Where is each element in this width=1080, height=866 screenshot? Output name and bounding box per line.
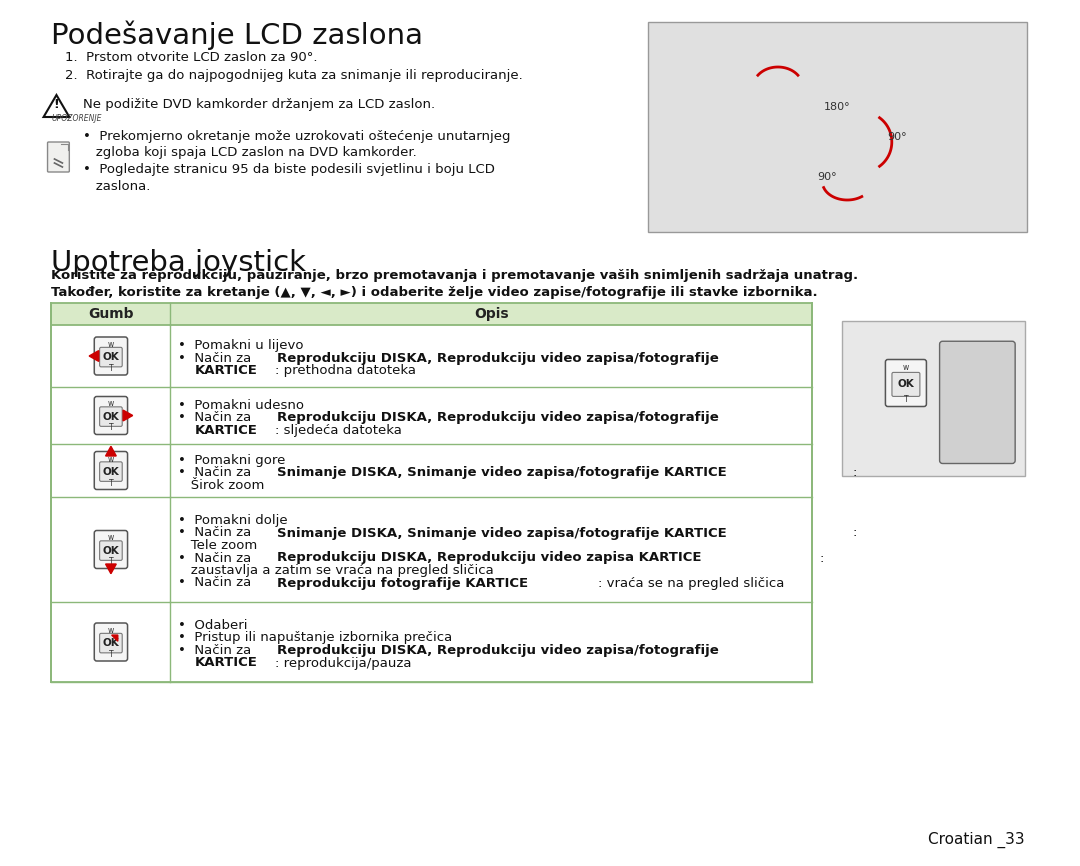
FancyBboxPatch shape (99, 407, 122, 426)
Polygon shape (106, 446, 117, 456)
Text: 2.  Rotirajte ga do najpogodnijeg kuta za snimanje ili reproduciranje.: 2. Rotirajte ga do najpogodnijeg kuta za… (66, 69, 523, 82)
Text: Croatian _33: Croatian _33 (929, 832, 1025, 848)
Text: Reprodukciju DISKA, Reprodukciju video zapisa/fotografije: Reprodukciju DISKA, Reprodukciju video z… (278, 644, 719, 657)
Text: •  Način za: • Način za (178, 527, 256, 540)
FancyBboxPatch shape (52, 325, 812, 387)
FancyBboxPatch shape (99, 541, 122, 560)
Text: •  Pogledajte stranicu 95 da biste podesili svjetlinu i boju LCD: • Pogledajte stranicu 95 da biste podesi… (83, 163, 495, 176)
Text: Tele zoom: Tele zoom (178, 539, 257, 552)
Text: T: T (109, 558, 113, 566)
Text: T: T (109, 479, 113, 488)
Text: w: w (108, 533, 114, 542)
Text: •  Pomakni gore: • Pomakni gore (178, 454, 285, 467)
Text: :: : (852, 527, 856, 540)
Text: T: T (109, 364, 113, 373)
Text: Reprodukciju fotografije KARTICE: Reprodukciju fotografije KARTICE (278, 577, 528, 590)
Text: KARTICE: KARTICE (194, 656, 257, 669)
Text: •  Način za: • Način za (178, 466, 256, 479)
FancyBboxPatch shape (52, 303, 812, 325)
Text: OK: OK (103, 467, 119, 476)
Text: OK: OK (103, 638, 119, 648)
FancyBboxPatch shape (886, 359, 927, 406)
Text: OK: OK (897, 379, 915, 390)
Text: 90°: 90° (887, 132, 906, 142)
Polygon shape (111, 635, 118, 641)
FancyBboxPatch shape (99, 462, 122, 481)
Text: Opis: Opis (474, 307, 509, 321)
Text: zgloba koji spaja LCD zaslon na DVD kamkorder.: zgloba koji spaja LCD zaslon na DVD kamk… (83, 146, 417, 159)
Text: •  Način za: • Način za (178, 552, 256, 565)
Text: UPOZORENJE: UPOZORENJE (52, 114, 102, 123)
Text: OK: OK (103, 546, 119, 556)
FancyBboxPatch shape (52, 387, 812, 444)
Text: : vraća se na pregled sličica: : vraća se na pregled sličica (598, 577, 784, 590)
Text: 1.  Prstom otvorite LCD zaslon za 90°.: 1. Prstom otvorite LCD zaslon za 90°. (66, 51, 318, 64)
Text: w: w (108, 626, 114, 635)
Text: Također, koristite za kretanje (▲, ▼, ◄, ►) i odaberite želje video zapise/fotog: Također, koristite za kretanje (▲, ▼, ◄,… (52, 286, 819, 299)
FancyBboxPatch shape (94, 397, 127, 435)
Polygon shape (106, 564, 117, 573)
Text: w: w (903, 363, 909, 372)
FancyBboxPatch shape (94, 337, 127, 375)
Text: Širok zoom: Širok zoom (178, 479, 265, 492)
Polygon shape (123, 410, 133, 421)
Text: •  Pomakni udesno: • Pomakni udesno (178, 398, 305, 411)
Text: Snimanje DISKA, Snimanje video zapisa/fotografije KARTICE: Snimanje DISKA, Snimanje video zapisa/fo… (278, 527, 727, 540)
Text: !: ! (54, 99, 59, 112)
Text: Snimanje DISKA, Snimanje video zapisa/fotografije KARTICE: Snimanje DISKA, Snimanje video zapisa/fo… (278, 466, 727, 479)
Text: KARTICE: KARTICE (194, 423, 257, 436)
FancyBboxPatch shape (52, 497, 812, 602)
FancyBboxPatch shape (94, 451, 127, 489)
Text: : reprodukcija/pauza: : reprodukcija/pauza (275, 656, 411, 669)
FancyBboxPatch shape (99, 347, 122, 367)
Text: :: : (820, 552, 824, 565)
Text: OK: OK (103, 352, 119, 362)
FancyBboxPatch shape (52, 602, 812, 682)
Text: T: T (109, 650, 113, 659)
Text: •  Pristup ili napuštanje izbornika prečica: • Pristup ili napuštanje izbornika preči… (178, 631, 453, 644)
Text: w: w (108, 399, 114, 409)
FancyBboxPatch shape (841, 321, 1025, 476)
Text: Reprodukciju DISKA, Reprodukciju video zapisa/fotografije: Reprodukciju DISKA, Reprodukciju video z… (278, 352, 719, 365)
Text: w: w (108, 340, 114, 349)
Text: •  Način za: • Način za (178, 577, 256, 590)
Text: Upotreba joystick: Upotreba joystick (52, 249, 307, 277)
Text: •  Odaberi: • Odaberi (178, 619, 247, 632)
FancyBboxPatch shape (94, 531, 127, 568)
Text: OK: OK (103, 411, 119, 422)
FancyBboxPatch shape (940, 341, 1015, 463)
Text: •  Prekomjerno okretanje može uzrokovati oštećenje unutarnjeg: • Prekomjerno okretanje može uzrokovati … (83, 130, 511, 143)
Text: T: T (904, 396, 908, 404)
Text: Ne podižite DVD kamkorder držanjem za LCD zaslon.: Ne podižite DVD kamkorder držanjem za LC… (83, 98, 435, 111)
FancyBboxPatch shape (892, 372, 920, 397)
Text: zaustavlja a zatim se vraća na pregled sličica: zaustavlja a zatim se vraća na pregled s… (178, 564, 494, 577)
FancyBboxPatch shape (99, 633, 122, 653)
Text: Reprodukciju DISKA, Reprodukciju video zapisa/fotografije: Reprodukciju DISKA, Reprodukciju video z… (278, 411, 719, 424)
Text: Podešavanje LCD zaslona: Podešavanje LCD zaslona (52, 21, 423, 50)
Text: •  Način za: • Način za (178, 644, 256, 657)
Text: T: T (109, 423, 113, 432)
Text: •  Način za: • Način za (178, 352, 256, 365)
Text: w: w (108, 455, 114, 463)
Text: Reprodukciju DISKA, Reprodukciju video zapisa KARTICE: Reprodukciju DISKA, Reprodukciju video z… (278, 552, 702, 565)
FancyBboxPatch shape (94, 623, 127, 661)
Text: :: : (852, 466, 856, 479)
Text: Koristite za reprodukciju, pauziranje, brzo premotavanja i premotavanje vaših sn: Koristite za reprodukciju, pauziranje, b… (52, 269, 859, 282)
Text: KARTICE: KARTICE (194, 365, 257, 378)
Text: : sljedeća datoteka: : sljedeća datoteka (275, 423, 402, 436)
Text: •  Način za: • Način za (178, 411, 256, 424)
Text: •  Pomakni dolje: • Pomakni dolje (178, 514, 288, 527)
Text: 180°: 180° (824, 102, 851, 112)
Text: zaslona.: zaslona. (83, 180, 150, 193)
Text: 90°: 90° (818, 172, 837, 182)
FancyBboxPatch shape (48, 142, 69, 172)
FancyBboxPatch shape (648, 22, 1027, 232)
Polygon shape (43, 95, 69, 117)
FancyBboxPatch shape (52, 444, 812, 497)
Text: : prethodna datoteka: : prethodna datoteka (275, 365, 416, 378)
Polygon shape (90, 351, 98, 361)
Text: Gumb: Gumb (89, 307, 134, 321)
Text: •  Pomakni u lijevo: • Pomakni u lijevo (178, 339, 303, 352)
